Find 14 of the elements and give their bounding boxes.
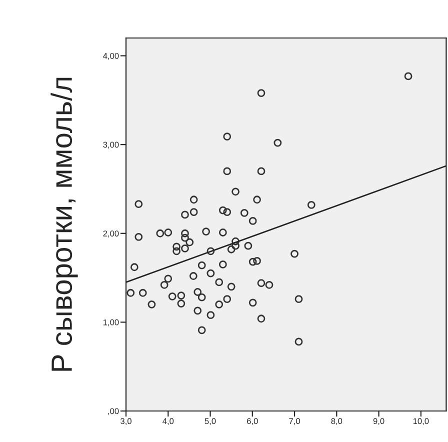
- x-tick-label: 9,0: [373, 418, 384, 426]
- y-tick-label: 1,00: [103, 319, 119, 326]
- x-tick-label: 6,0: [247, 418, 258, 426]
- y-axis-title: P сыворотки, ммоль/л: [50, 78, 78, 371]
- x-tick-label: 7,0: [289, 418, 300, 426]
- x-tick-label: 4,0: [162, 418, 174, 426]
- y-tick-label: 3,00: [103, 142, 119, 149]
- x-tick-label: 10,0: [413, 418, 429, 426]
- x-tick-label: 3,0: [120, 418, 132, 426]
- x-tick-label: 5,0: [204, 418, 216, 426]
- y-tick-label: ,00: [108, 408, 119, 416]
- y-tick-label: 4,00: [103, 52, 119, 60]
- x-tick-label: 8,0: [331, 418, 342, 426]
- y-tick-label: 2,00: [103, 230, 119, 238]
